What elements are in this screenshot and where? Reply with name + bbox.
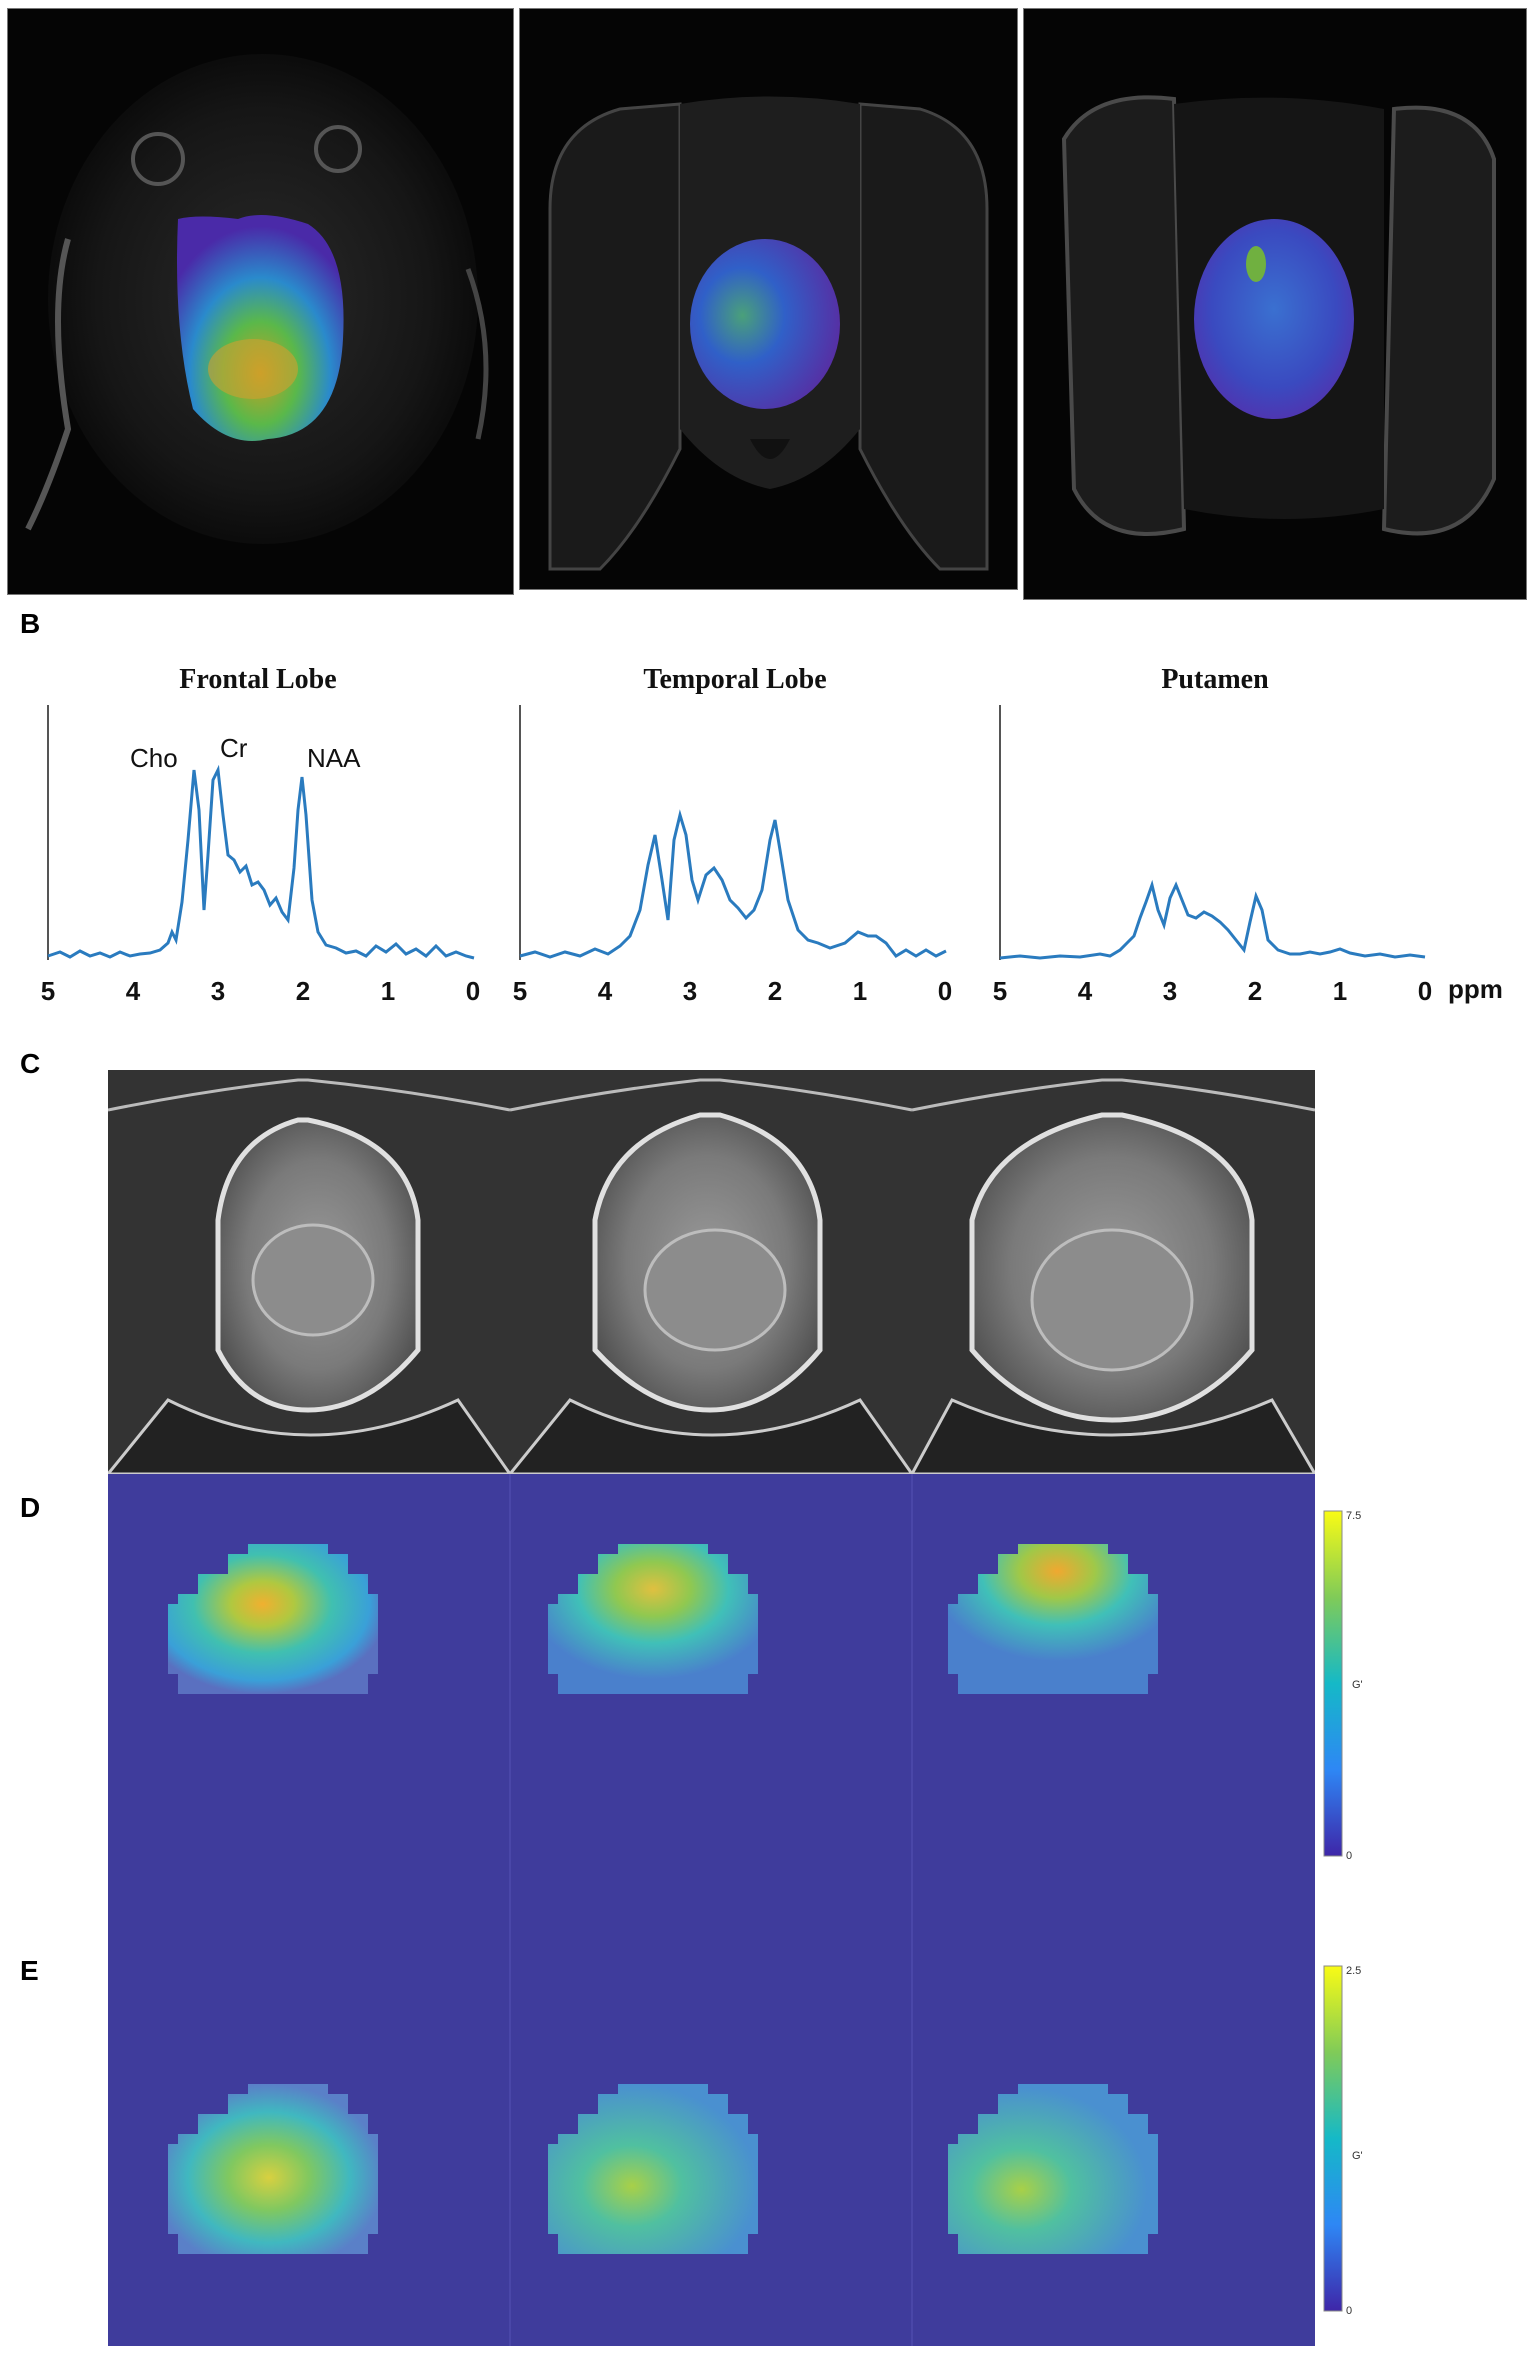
x-tick-label: 2	[296, 976, 310, 1006]
map-e-1	[168, 2084, 378, 2254]
x-tick-label: 4	[598, 976, 613, 1006]
map-d-1	[168, 1544, 378, 1694]
x-tick-label: 3	[683, 976, 697, 1006]
x-tick-label: 5	[993, 976, 1007, 1006]
mri-overlay-image-2	[519, 8, 1018, 590]
x-tick-label: 0	[938, 976, 952, 1006]
colorbar-e-label: G'	[1352, 2150, 1363, 2162]
colorbar-e: 2.5 G' 0	[1323, 1965, 1363, 2317]
panel-label-e: E	[20, 1955, 39, 1986]
x-tick-label: 3	[211, 976, 225, 1006]
mri-overlay-image-3	[1023, 8, 1527, 600]
map-e-2	[548, 2084, 758, 2254]
map-e-3	[948, 2084, 1158, 2254]
x-tick-label: 1	[853, 976, 867, 1006]
x-tick-label: 3	[1163, 976, 1177, 1006]
colorbar-d-min: 0	[1346, 1850, 1352, 1862]
panel-label-b: B	[20, 608, 41, 639]
panel-label-d: D	[20, 1492, 41, 1523]
spectra-figure: Frontal Lobe Temporal Lobe Putamen Cho C…	[41, 664, 1503, 1006]
spectrum-putamen: 5 4 3 2 1 0 ppm	[993, 705, 1503, 1006]
spectrum-title-frontal: Frontal Lobe	[179, 664, 336, 695]
colorbar-e-min: 0	[1346, 2305, 1352, 2317]
colorbar-d-label: G'	[1352, 1679, 1363, 1691]
map-d-3	[948, 1544, 1158, 1694]
spectrum-frontal: 5 4 3 2 1 0	[41, 705, 480, 1006]
x-tick-label: 2	[768, 976, 782, 1006]
colorbar-d: 7.5 G' 0	[1323, 1510, 1363, 1862]
peak-label-cr: Cr	[220, 733, 248, 763]
colorbar-e-max: 2.5	[1346, 1965, 1361, 1977]
x-tick-label: 0	[466, 976, 480, 1006]
x-tick-label: 4	[126, 976, 141, 1006]
map-d-2	[548, 1544, 758, 1694]
spectrum-temporal: 5 4 3 2 1 0	[513, 705, 952, 1006]
peak-label-naa: NAA	[307, 743, 361, 773]
x-tick-label: 5	[41, 976, 55, 1006]
x-axis-unit: ppm	[1448, 974, 1503, 1004]
peak-label-cho: Cho	[130, 743, 178, 773]
t2-mri-strip	[108, 1070, 1315, 1474]
x-tick-label: 1	[1333, 976, 1347, 1006]
x-tick-label: 4	[1078, 976, 1093, 1006]
x-tick-label: 1	[381, 976, 395, 1006]
x-tick-label: 5	[513, 976, 527, 1006]
elastography-maps	[108, 1474, 1315, 2346]
mri-overlay-image-1	[7, 8, 514, 595]
spectrum-title-putamen: Putamen	[1161, 664, 1269, 695]
x-tick-label: 0	[1418, 976, 1432, 1006]
colorbar-d-max: 7.5	[1346, 1510, 1361, 1522]
panel-label-c: C	[20, 1048, 41, 1079]
spectrum-title-temporal: Temporal Lobe	[643, 664, 826, 695]
x-tick-label: 2	[1248, 976, 1262, 1006]
